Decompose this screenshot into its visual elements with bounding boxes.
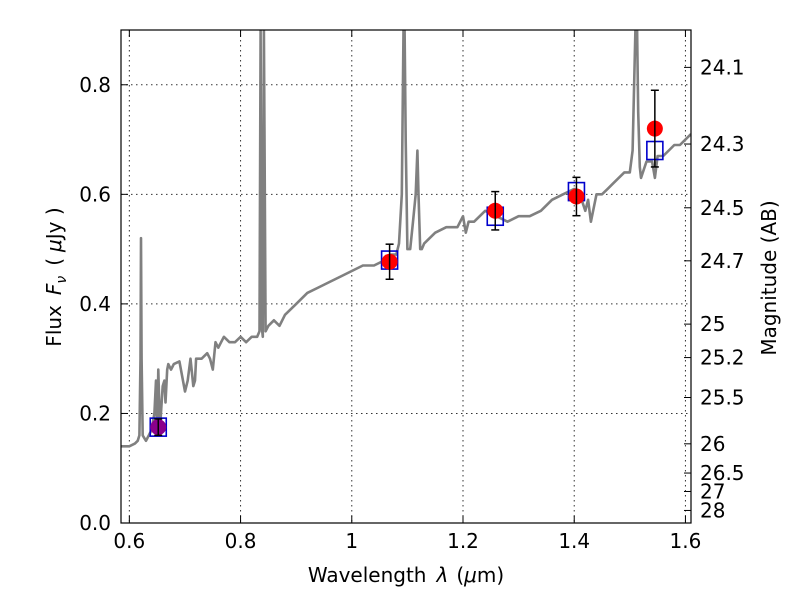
magnitude-tick-label: 25.2 [700,346,745,370]
y-tick-label: 0.4 [79,292,111,316]
x-tick-label: 0.8 [225,529,257,553]
x-axis-label: Wavelength λ (μm) [308,563,504,587]
magnitude-tick-label: 25.5 [700,386,745,410]
x-tick-label: 1.4 [558,529,590,553]
marker-layer [149,89,664,437]
magnitude-tick-label: 26.5 [700,461,745,485]
magnitude-tick-label: 26 [700,432,725,456]
x-tick-label: 0.6 [113,529,145,553]
y-tick-label: 0.8 [79,73,111,97]
y-tick-label: 0.0 [79,511,111,535]
magnitude-tick-label: 25 [700,312,725,336]
magnitude-tick-label: 24.7 [700,249,745,273]
x-tick-label: 1 [345,529,358,553]
y-tick-label: 0.2 [79,401,111,425]
magnitude-tick-label: 24.1 [700,55,745,79]
magnitude-tick-label: 28 [700,498,725,522]
plot-area [121,30,691,448]
magnitude-axis-label: Magnitude (AB) [757,200,781,355]
x-tick-label: 1.6 [670,529,702,553]
model-spectrum-line [121,30,691,448]
y-axis-label: FluxFν(μJy ) [42,207,70,346]
x-tick-label: 1.2 [447,529,479,553]
y-tick-label: 0.6 [79,182,111,206]
plot-frame [120,29,692,524]
magnitude-tick-label: 27 [700,479,725,503]
magnitude-tick-label: 24.5 [700,196,745,220]
axis-ticks: 0.6 0.8 1 1.2 1.4 1.6 0.0 0.2 0.4 0.6 0.8 24.1 24.3 2… [79,30,745,553]
magnitude-tick-label: 24.3 [700,132,745,156]
